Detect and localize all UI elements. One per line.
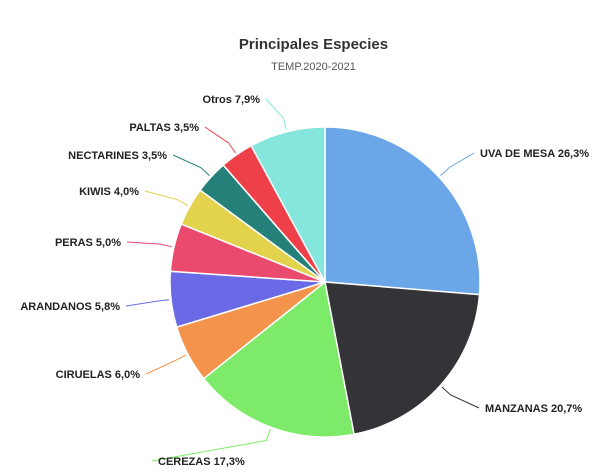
pie-slice-cerezas[interactable] [202, 280, 355, 438]
slice-label-ciruelas: CIRUELAS 6,0% [56, 369, 141, 381]
slice-label-arandanos: ARANDANOS 5,8% [20, 301, 120, 313]
connector-uva [440, 152, 475, 176]
connector-kiwis [144, 190, 189, 206]
connector-manzanas [441, 386, 480, 409]
connector-arandanos [125, 299, 170, 307]
slice-label-cerezas: CEREZAS 17,3% [158, 456, 245, 468]
slice-label-manzanas: MANZANAS 20,7% [485, 403, 582, 415]
slice-label-peras: PERAS 5,0% [55, 237, 121, 249]
pie-slice-uva[interactable] [324, 126, 481, 296]
chart-subtitle: TEMP.2020-2021 [271, 61, 356, 73]
slice-label-kiwis: KIWIS 4,0% [79, 186, 139, 198]
connector-otros [265, 98, 287, 130]
chart-title: Principales Especies [238, 36, 389, 53]
pie-slice-otros[interactable] [250, 126, 326, 283]
pie-slice-manzanas[interactable] [324, 281, 481, 436]
slice-label-uva: UVA DE MESA 26,3% [480, 148, 589, 160]
slice-label-paltas: PALTAS 3,5% [129, 122, 199, 134]
slice-label-otros: Otros 7,9% [203, 94, 261, 106]
connector-peras [126, 241, 173, 248]
connector-paltas [204, 126, 236, 154]
connector-ciruelas [145, 354, 187, 375]
connector-cerezas [151, 429, 271, 462]
slice-label-nectarines: NECTARINES 3,5% [68, 150, 167, 162]
connector-nectarines [172, 154, 210, 176]
